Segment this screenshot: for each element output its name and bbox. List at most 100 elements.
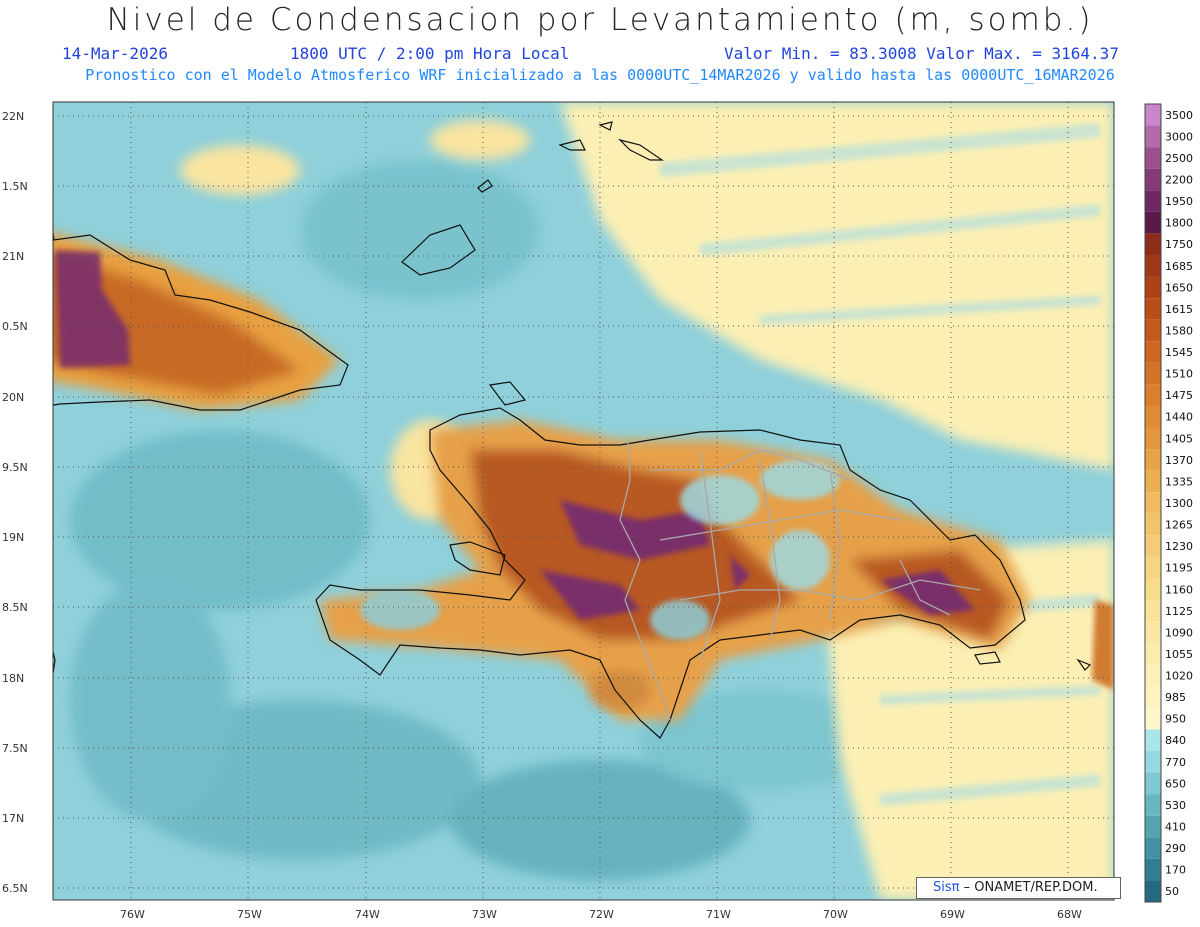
colorbar-swatch [1145,298,1161,320]
colorbar-label: 1300 [1165,497,1193,510]
longitude-labels: 76W 75W 74W 73W 72W 71W 70W 69W 68W [120,908,1082,921]
coastlines [53,121,1092,739]
colorbar-label: 1335 [1165,475,1193,488]
colorbar-swatch [1145,211,1161,234]
lon-label: 75W [237,908,262,921]
lat-label: 17N [2,812,24,825]
colorbar-label: 1125 [1165,605,1193,618]
lon-label: 68W [1057,908,1082,921]
colorbar-swatch [1145,556,1161,579]
colorbar-label: 530 [1165,799,1186,812]
colorbar-swatch [1145,880,1161,902]
colorbar-label: 1580 [1165,324,1193,337]
graticule [53,102,1114,900]
lon-label: 71W [706,908,731,921]
colorbar-swatch [1145,470,1161,493]
lat-label: 21N [2,250,24,263]
lon-label: 69W [940,908,965,921]
colorbar-swatch [1145,492,1161,514]
colorbar-swatch [1145,815,1161,838]
colorbar-label: 650 [1165,777,1186,790]
colorbar-label: 1800 [1165,217,1193,230]
colorbar-label: 410 [1165,821,1186,834]
colorbar-label: 1195 [1165,562,1193,575]
lon-label: 72W [589,908,614,921]
colorbar-label: 1685 [1165,260,1193,273]
colorbar-swatch [1145,578,1161,601]
colorbar-label: 3000 [1165,130,1193,143]
colorbar-swatch [1145,362,1161,385]
colorbar-label: 1160 [1165,583,1193,596]
colorbar-label: 770 [1165,756,1186,769]
colorbar-swatch [1145,341,1161,363]
colorbar-swatch [1145,168,1161,191]
colorbar-label: 1750 [1165,238,1193,251]
colorbar-label: 1405 [1165,432,1193,445]
colorbar-label: 2500 [1165,152,1193,165]
colorbar-label: 3500 [1165,109,1193,122]
forecast-time: 1800 UTC / 2:00 pm Hora Local [290,44,570,63]
colorbar-swatch [1145,621,1161,644]
colorbar-swatch [1145,254,1161,277]
colorbar-swatch [1145,104,1161,126]
colorbar-swatch [1145,233,1161,255]
colorbar-swatch [1145,600,1161,622]
lon-label: 73W [472,908,497,921]
forecast-date: 14-Mar-2026 [62,44,168,63]
lat-label: 19N [2,531,24,544]
colorbar-label: 1475 [1165,389,1193,402]
colorbar-label: 1055 [1165,648,1193,661]
colorbar-swatch [1145,858,1161,881]
colorbar-label: 1020 [1165,670,1193,683]
colorbar-label: 1440 [1165,411,1193,424]
colorbar-swatch [1145,125,1161,148]
colorbar-swatch [1145,190,1161,212]
map-frame [52,101,1115,901]
lat-label: 7.5N [2,742,28,755]
lat-label: 8.5N [2,601,28,614]
colorbar-swatch [1145,513,1161,536]
colorbar-label: 1950 [1165,195,1193,208]
colorbar-frame [1144,103,1162,903]
lat-label: 22N [2,110,24,123]
colorbar-label: 1545 [1165,346,1193,359]
lat-label: 6.5N [2,882,28,895]
field-shading [53,102,1114,900]
colorbar-label: 1265 [1165,519,1193,532]
map-title: Nivel de Condensacion por Levantamiento … [106,2,1094,38]
lat-label: 9.5N [2,461,28,474]
model-info: Pronostico con el Modelo Atmosferico WRF… [85,66,1115,84]
lat-label: 1.5N [2,180,28,193]
colorbar-swatch [1145,147,1161,169]
credit-box: Sisπ – ONAMET/REP.DOM. [916,877,1121,899]
colorbar-swatch [1145,772,1161,795]
colorbar-label: 50 [1165,885,1179,898]
colorbar-swatch [1145,686,1161,708]
colorbar: 3500 3000 2500 2200 1950 1800 1750 1685 1650 1615… [1144,103,1193,903]
lon-label: 70W [823,908,848,921]
lat-label: 0.5N [2,320,28,333]
colorbar-label: 985 [1165,691,1186,704]
colorbar-swatch [1145,276,1161,299]
lat-label: 20N [2,391,24,404]
colorbar-swatch [1145,405,1161,428]
colorbar-swatch [1145,707,1161,730]
colorbar-swatch [1145,449,1161,471]
credit-org: – ONAMET/REP.DOM. [963,880,1098,895]
colorbar-swatch [1145,384,1161,406]
colorbar-label: 1650 [1165,281,1193,294]
colorbar-label: 2200 [1165,173,1193,186]
latitude-labels: 22N 1.5N 21N 0.5N 20N 9.5N 19N 8.5N 18N … [2,110,28,895]
colorbar-label: 170 [1165,864,1186,877]
colorbar-swatch [1145,794,1161,816]
colorbar-swatch [1145,643,1161,665]
colorbar-label: 1090 [1165,626,1193,639]
colorbar-swatch [1145,664,1161,687]
lon-label: 74W [355,908,380,921]
colorbar-swatch [1145,837,1161,859]
min-max-values: Valor Min. = 83.3008 Valor Max. = 3164.3… [724,44,1119,63]
province-borders [619,439,981,721]
colorbar-label: 1370 [1165,454,1193,467]
colorbar-swatch [1145,751,1161,773]
